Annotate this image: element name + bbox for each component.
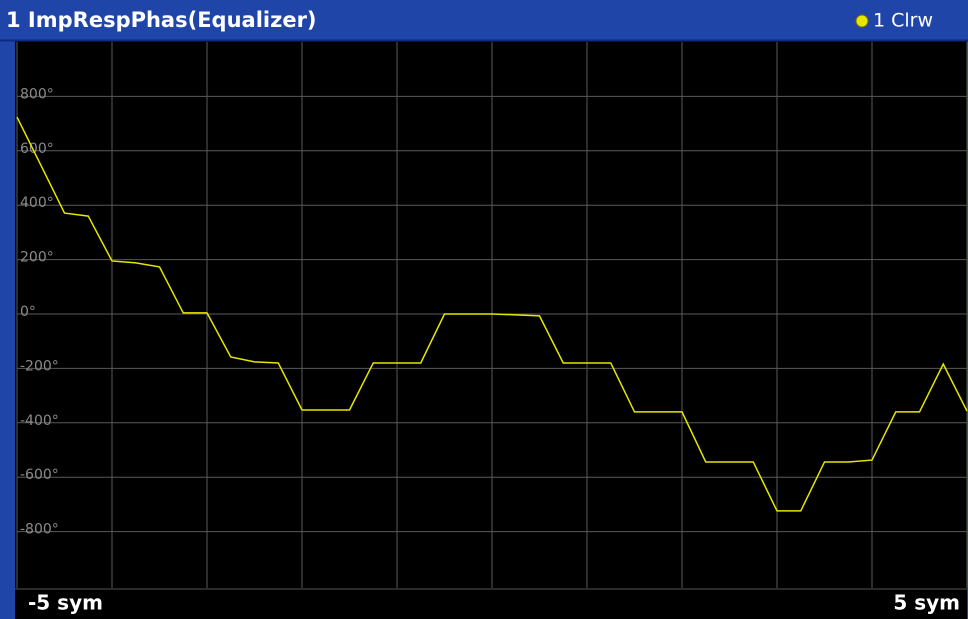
y-tick-label: 600° [20,141,54,157]
y-tick-label: 400° [20,195,54,211]
data-line [16,116,968,512]
y-tick-label: 0° [20,304,36,320]
chart-title: 1 ImpRespPhas(Equalizer) [6,8,317,32]
x-tick-label: -5 sym [28,591,103,615]
y-tick-label: -800° [20,522,59,538]
y-tick-label: 800° [20,86,54,102]
legend-marker [855,14,869,28]
x-tick-label: 5 sym [893,591,960,615]
legend-label: 1 Clrw [873,10,933,32]
y-tick-label: -200° [20,358,59,374]
y-tick-label: 200° [20,250,54,266]
y-tick-label: -600° [20,467,59,483]
y-tick-label: -400° [20,413,59,429]
plot-background [15,41,967,619]
